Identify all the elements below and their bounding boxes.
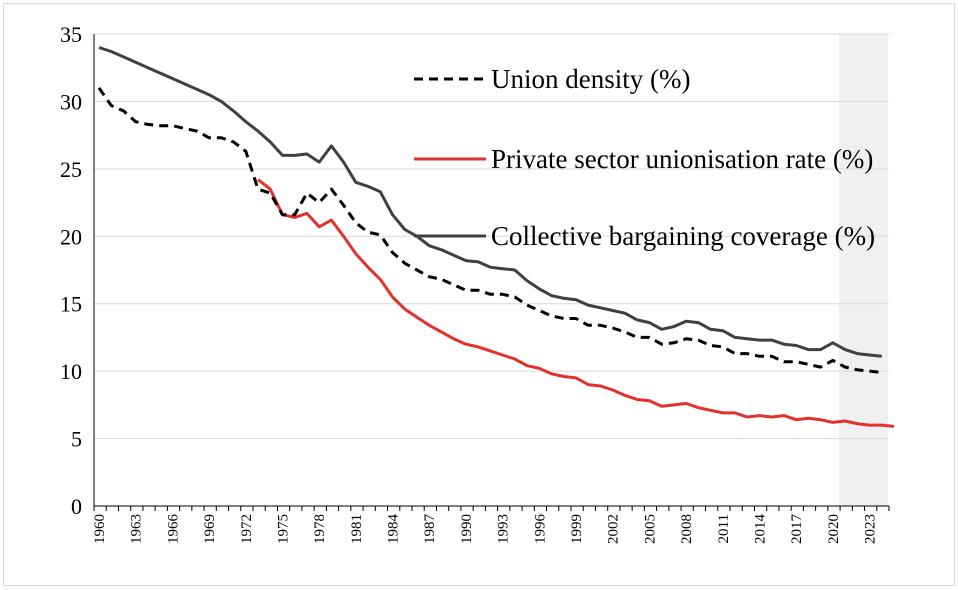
x-tick-label: 1960 <box>92 514 108 544</box>
shaded-region <box>838 34 888 506</box>
y-tick-label: 25 <box>60 157 82 182</box>
series-line-0 <box>97 87 882 374</box>
line-chart: 0 5 10 15 20 25 30 35 1960 1963 1966 1969 1972 1975 19… <box>60 22 895 545</box>
series-line-2 <box>98 46 882 358</box>
x-tick-label: 1975 <box>275 514 291 544</box>
x-tick-label: 1996 <box>532 514 548 545</box>
y-tick-label: 0 <box>71 494 82 519</box>
x-tick-label: 1993 <box>496 514 512 544</box>
legend-label-1: Private sector unionisation rate (%) <box>491 144 873 174</box>
y-tick-label: 5 <box>71 427 82 452</box>
y-tick-label: 20 <box>60 224 82 249</box>
x-tick-label: 1978 <box>312 514 328 544</box>
x-tick-label: 2002 <box>606 514 622 544</box>
legend-label-2: Collective bargaining coverage (%) <box>491 221 875 251</box>
chart-frame: 0 5 10 15 20 25 30 35 1960 1963 1966 1969 1972 1975 19… <box>3 3 955 586</box>
x-tick-label: 2014 <box>752 514 768 545</box>
series-line-1 <box>257 178 895 428</box>
x-tick-label: 1972 <box>239 514 255 544</box>
x-tick-label: 1963 <box>129 514 145 544</box>
x-tick-label: 1987 <box>422 514 438 545</box>
x-tick-label: 1984 <box>386 514 402 545</box>
y-tick-label: 30 <box>60 89 82 114</box>
y-tick-label: 35 <box>60 22 82 47</box>
legend-label-0: Union density (%) <box>491 64 690 94</box>
x-tick-label: 2023 <box>863 514 879 544</box>
x-tick-label: 2008 <box>679 514 695 544</box>
x-tick-label: 2017 <box>789 514 805 545</box>
x-tick-label: 2005 <box>642 514 658 544</box>
x-tick-label: 1966 <box>165 514 181 545</box>
x-tick-label: 1969 <box>202 514 218 544</box>
x-tick-label: 2020 <box>826 514 842 544</box>
x-tick-label: 1999 <box>569 514 585 544</box>
y-tick-label: 15 <box>60 292 82 317</box>
x-tick-label: 2011 <box>716 514 732 543</box>
x-tick-label: 1990 <box>459 514 475 544</box>
y-tick-label: 10 <box>60 359 82 384</box>
x-tick-label: 1981 <box>349 514 365 544</box>
